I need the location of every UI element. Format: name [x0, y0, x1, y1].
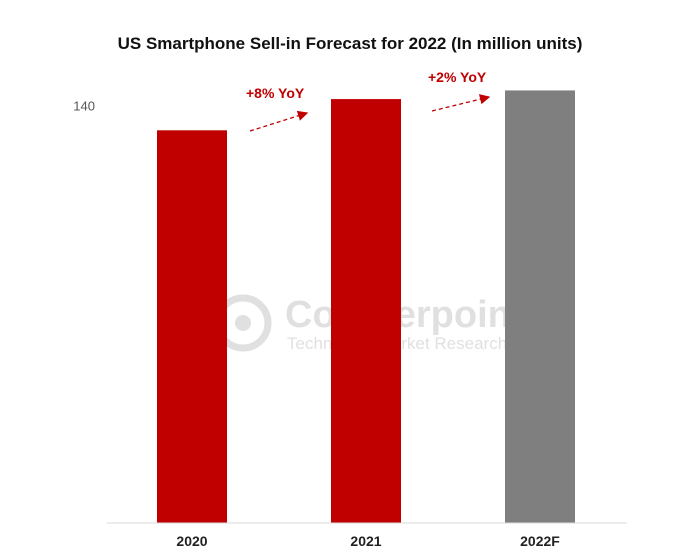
y-axis-ticks: 140	[73, 99, 95, 114]
y-tick-label-140: 140	[73, 99, 95, 114]
yoy-label-2: +2% YoY	[428, 69, 487, 85]
bar-2021	[331, 99, 401, 523]
watermark-logo-dot-icon	[235, 315, 251, 331]
yoy-annotation-2: +2% YoY	[428, 69, 491, 112]
yoy-label-1: +8% YoY	[246, 85, 305, 101]
bar-2020	[157, 130, 227, 524]
chart-title: US Smartphone Sell-in Forecast for 2022 …	[117, 34, 583, 53]
x-tick-label-2020: 2020	[176, 533, 207, 549]
yoy-annotation-1: +8% YoY	[246, 85, 309, 132]
yoy-arrow-2	[431, 94, 491, 112]
yoy-arrow-1	[249, 110, 309, 132]
bars-layer	[157, 90, 575, 524]
x-tick-label-2021: 2021	[350, 533, 381, 549]
bar-2022f	[505, 90, 575, 523]
labels-layer: 2020 2021 2022F	[176, 533, 560, 549]
x-tick-label-2022f: 2022F	[520, 533, 560, 549]
watermark-brand: Counterpoint	[285, 294, 524, 336]
